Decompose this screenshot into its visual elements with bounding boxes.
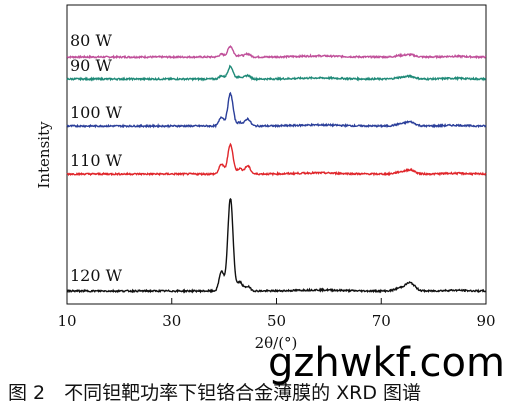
watermark: gzhwkf.com — [268, 340, 505, 386]
series-line-100w — [66, 91, 487, 129]
x-tick-label: 70 — [372, 312, 391, 330]
x-axis-title: 2θ/(°) — [255, 334, 298, 352]
x-tick-label: 30 — [162, 312, 181, 330]
plot-frame — [66, 4, 487, 305]
figure-caption: 图 2 不同钽靶功率下钽铬合金薄膜的 XRD 图谱 — [8, 382, 422, 404]
x-tick-label: 50 — [267, 312, 286, 330]
series-lines — [66, 45, 487, 294]
series-label: 110 W — [70, 151, 123, 170]
y-axis-title: Intensity — [35, 121, 53, 189]
series-line-120w — [66, 197, 487, 294]
series-label: 100 W — [70, 103, 123, 122]
x-ticks: 10 30 50 70 90 — [57, 298, 496, 330]
series-line-80w — [66, 45, 487, 60]
series-label: 120 W — [70, 266, 123, 285]
series-labels: 80 W 90 W 100 W 110 W 120 W — [70, 31, 123, 285]
series-line-110w — [66, 142, 487, 177]
x-tick-label: 10 — [57, 312, 76, 330]
series-label: 90 W — [70, 56, 112, 75]
x-tick-label: 90 — [476, 312, 495, 330]
series-line-90w — [66, 64, 487, 82]
series-label: 80 W — [70, 31, 112, 50]
